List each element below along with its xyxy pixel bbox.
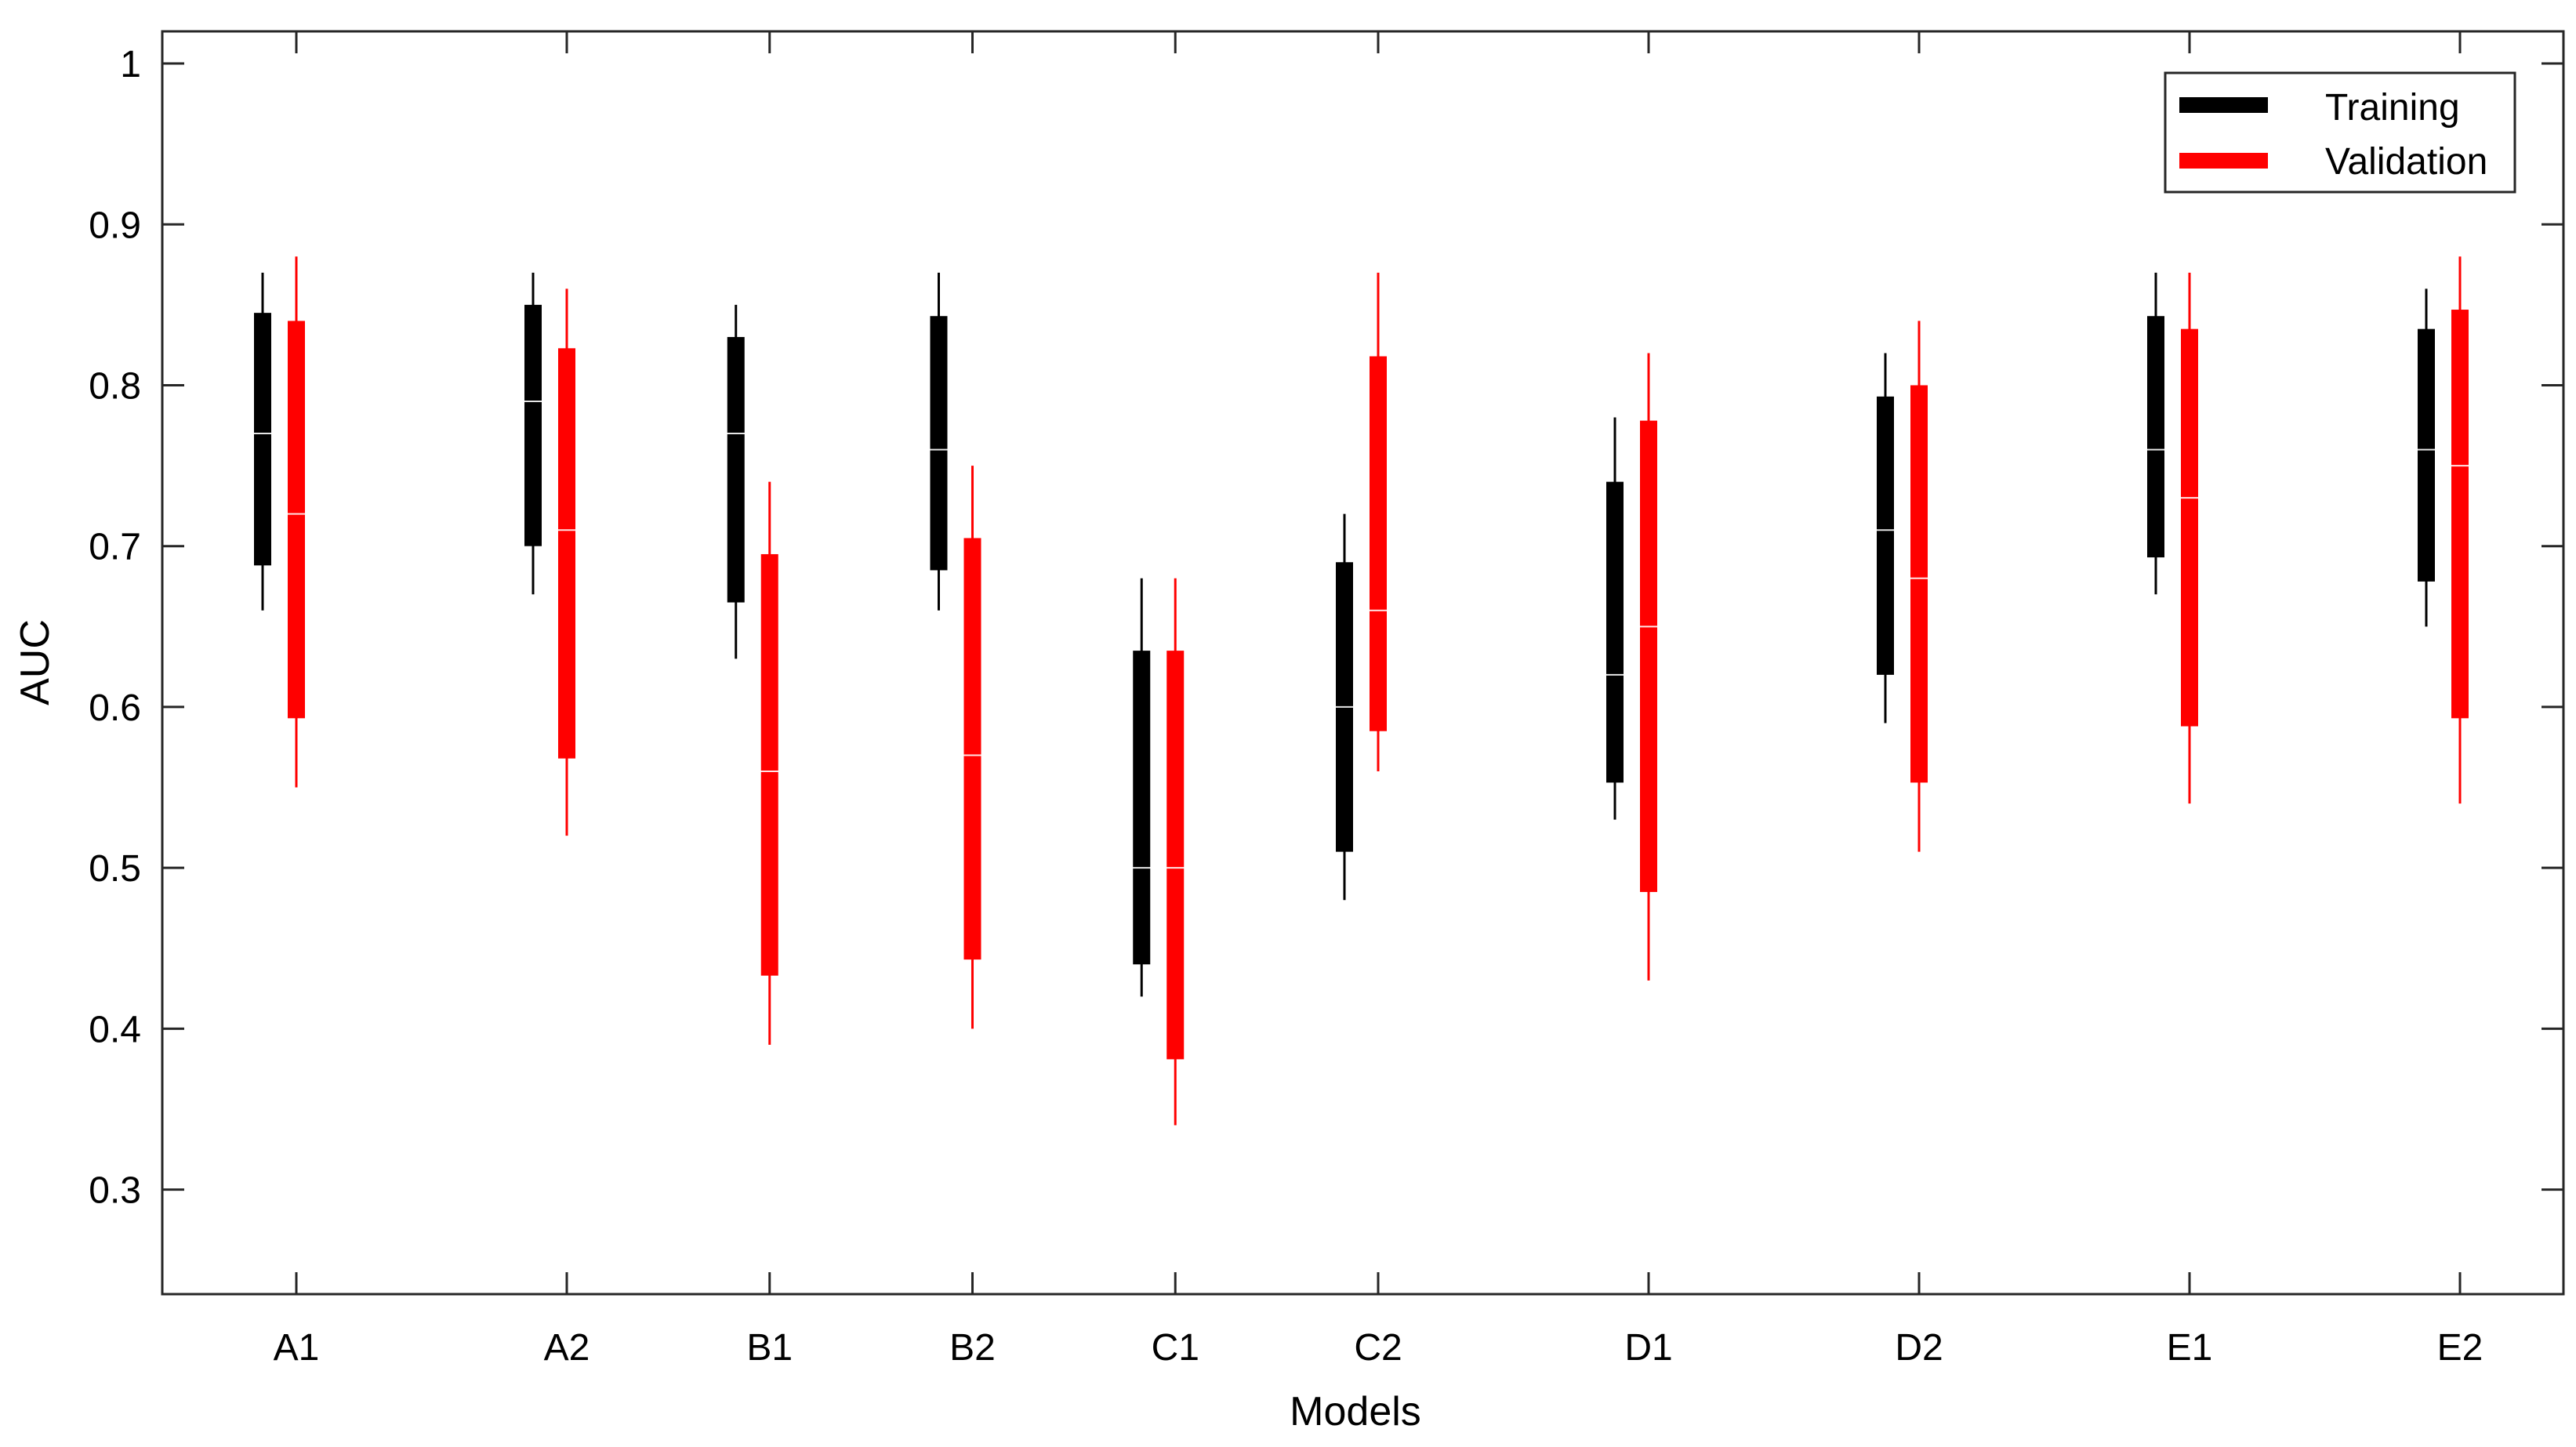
y-tick-label: 0.9 <box>89 205 141 246</box>
legend: Training Validation <box>2164 71 2516 194</box>
x-tick-label: B1 <box>746 1327 793 1369</box>
x-tick-label: D1 <box>1624 1327 1672 1369</box>
plot-frame <box>161 30 2565 1296</box>
legend-box <box>2164 71 2516 194</box>
x-tick-label: C1 <box>1152 1327 1199 1369</box>
training-box <box>930 316 948 571</box>
validation-box <box>1910 385 1928 783</box>
training-box <box>254 313 271 566</box>
training-box <box>727 336 745 603</box>
y-tick-label: 0.5 <box>89 848 141 890</box>
validation-box <box>1166 651 1185 1060</box>
y-axis-ticks: 0.3 0.4 0.5 0.6 0.7 0.8 0.9 1 <box>89 44 2563 1212</box>
training-box <box>524 304 542 546</box>
x-tick-label: A1 <box>274 1327 320 1369</box>
x-axis-label: Models <box>1290 1389 1421 1434</box>
x-axis-ticks: A1 A2 B1 B2 C1 C2 D1 D2 E1 E2 <box>274 31 2483 1369</box>
y-tick-label: 0.4 <box>89 1009 141 1050</box>
legend-label-training: Training <box>2325 87 2460 129</box>
legend-label-validation: Validation <box>2325 141 2487 183</box>
y-tick-label: 0.7 <box>89 527 141 568</box>
x-tick-label: B2 <box>949 1327 996 1369</box>
training-box <box>1133 651 1151 965</box>
y-tick-label: 1 <box>120 44 141 85</box>
chart-marks <box>252 256 2471 1126</box>
training-box <box>2418 328 2435 582</box>
training-box <box>1606 481 1624 783</box>
validation-box <box>288 321 305 719</box>
x-tick-label: E1 <box>2167 1327 2213 1369</box>
validation-box <box>558 348 575 759</box>
y-tick-label: 0.3 <box>89 1170 141 1212</box>
y-tick-label: 0.8 <box>89 365 141 407</box>
validation-box <box>2451 310 2469 719</box>
validation-box <box>760 553 778 976</box>
training-box <box>2147 316 2164 558</box>
x-tick-label: E2 <box>2437 1327 2483 1369</box>
y-axis-label: AUC <box>13 619 58 705</box>
y-tick-label: 0.6 <box>89 687 141 729</box>
validation-box <box>963 538 981 960</box>
x-tick-label: A2 <box>544 1327 590 1369</box>
validation-box <box>1640 420 1657 892</box>
validation-box <box>2181 328 2198 727</box>
x-tick-label: C2 <box>1354 1327 1402 1369</box>
x-tick-label: D2 <box>1895 1327 1943 1369</box>
training-box <box>1877 396 1894 675</box>
validation-box <box>1370 356 1387 731</box>
